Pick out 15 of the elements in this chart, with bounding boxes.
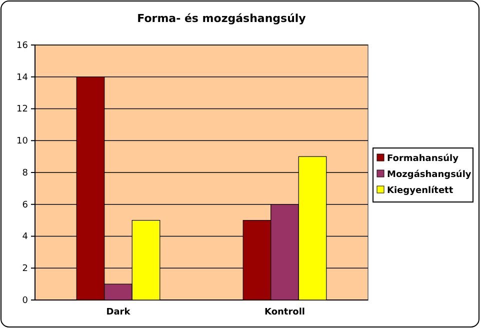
y-tick-label: 4 — [22, 232, 28, 242]
legend-label: Formahansúly — [387, 153, 459, 164]
chart-title: Forma- és mozgáshangsúly — [137, 12, 306, 25]
y-tick-label: 6 — [22, 200, 28, 210]
y-tick-label: 12 — [16, 104, 28, 115]
y-tick-label: 0 — [22, 296, 28, 306]
legend-label: Kiegyenlített — [387, 185, 454, 196]
y-tick-label: 16 — [16, 40, 28, 51]
y-tick-label: 10 — [16, 136, 28, 147]
y-tick-label: 2 — [22, 264, 28, 274]
x-tick-label: Dark — [106, 307, 132, 318]
y-tick-label: 8 — [22, 168, 28, 178]
legend-label: Mozgáshangsúly — [387, 169, 472, 180]
y-tick-label: 14 — [16, 72, 28, 83]
x-tick-label: Kontroll — [264, 307, 305, 318]
